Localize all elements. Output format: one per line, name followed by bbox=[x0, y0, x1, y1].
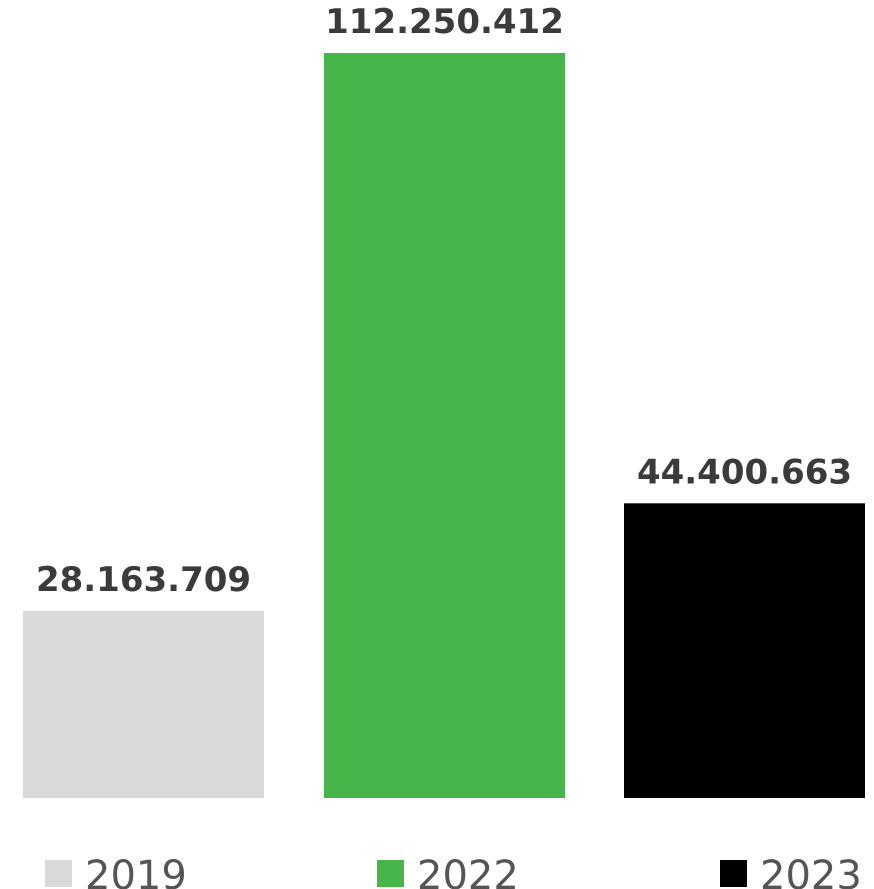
legend-swatch-2023 bbox=[720, 860, 747, 887]
value-label-2023: 44.400.663 bbox=[637, 452, 852, 492]
legend-label-2019: 2019 bbox=[85, 853, 187, 889]
bar-2022 bbox=[324, 53, 565, 798]
legend-item-2023: 2023 bbox=[720, 853, 862, 889]
legend: 2019 2022 2023 bbox=[45, 853, 862, 889]
value-label-2022: 112.250.412 bbox=[325, 2, 564, 42]
bar-2023 bbox=[624, 503, 865, 798]
legend-label-2023: 2023 bbox=[760, 853, 862, 889]
bar-2019 bbox=[23, 611, 264, 798]
legend-item-2019: 2019 bbox=[45, 853, 187, 889]
legend-label-2022: 2022 bbox=[417, 853, 519, 889]
bars-group bbox=[23, 53, 865, 798]
legend-swatch-2019 bbox=[45, 860, 72, 887]
legend-item-2022: 2022 bbox=[377, 853, 519, 889]
legend-swatch-2022 bbox=[377, 860, 404, 887]
value-label-2019: 28.163.709 bbox=[36, 560, 251, 600]
value-labels-group: 28.163.709 112.250.412 44.400.663 bbox=[36, 2, 852, 600]
